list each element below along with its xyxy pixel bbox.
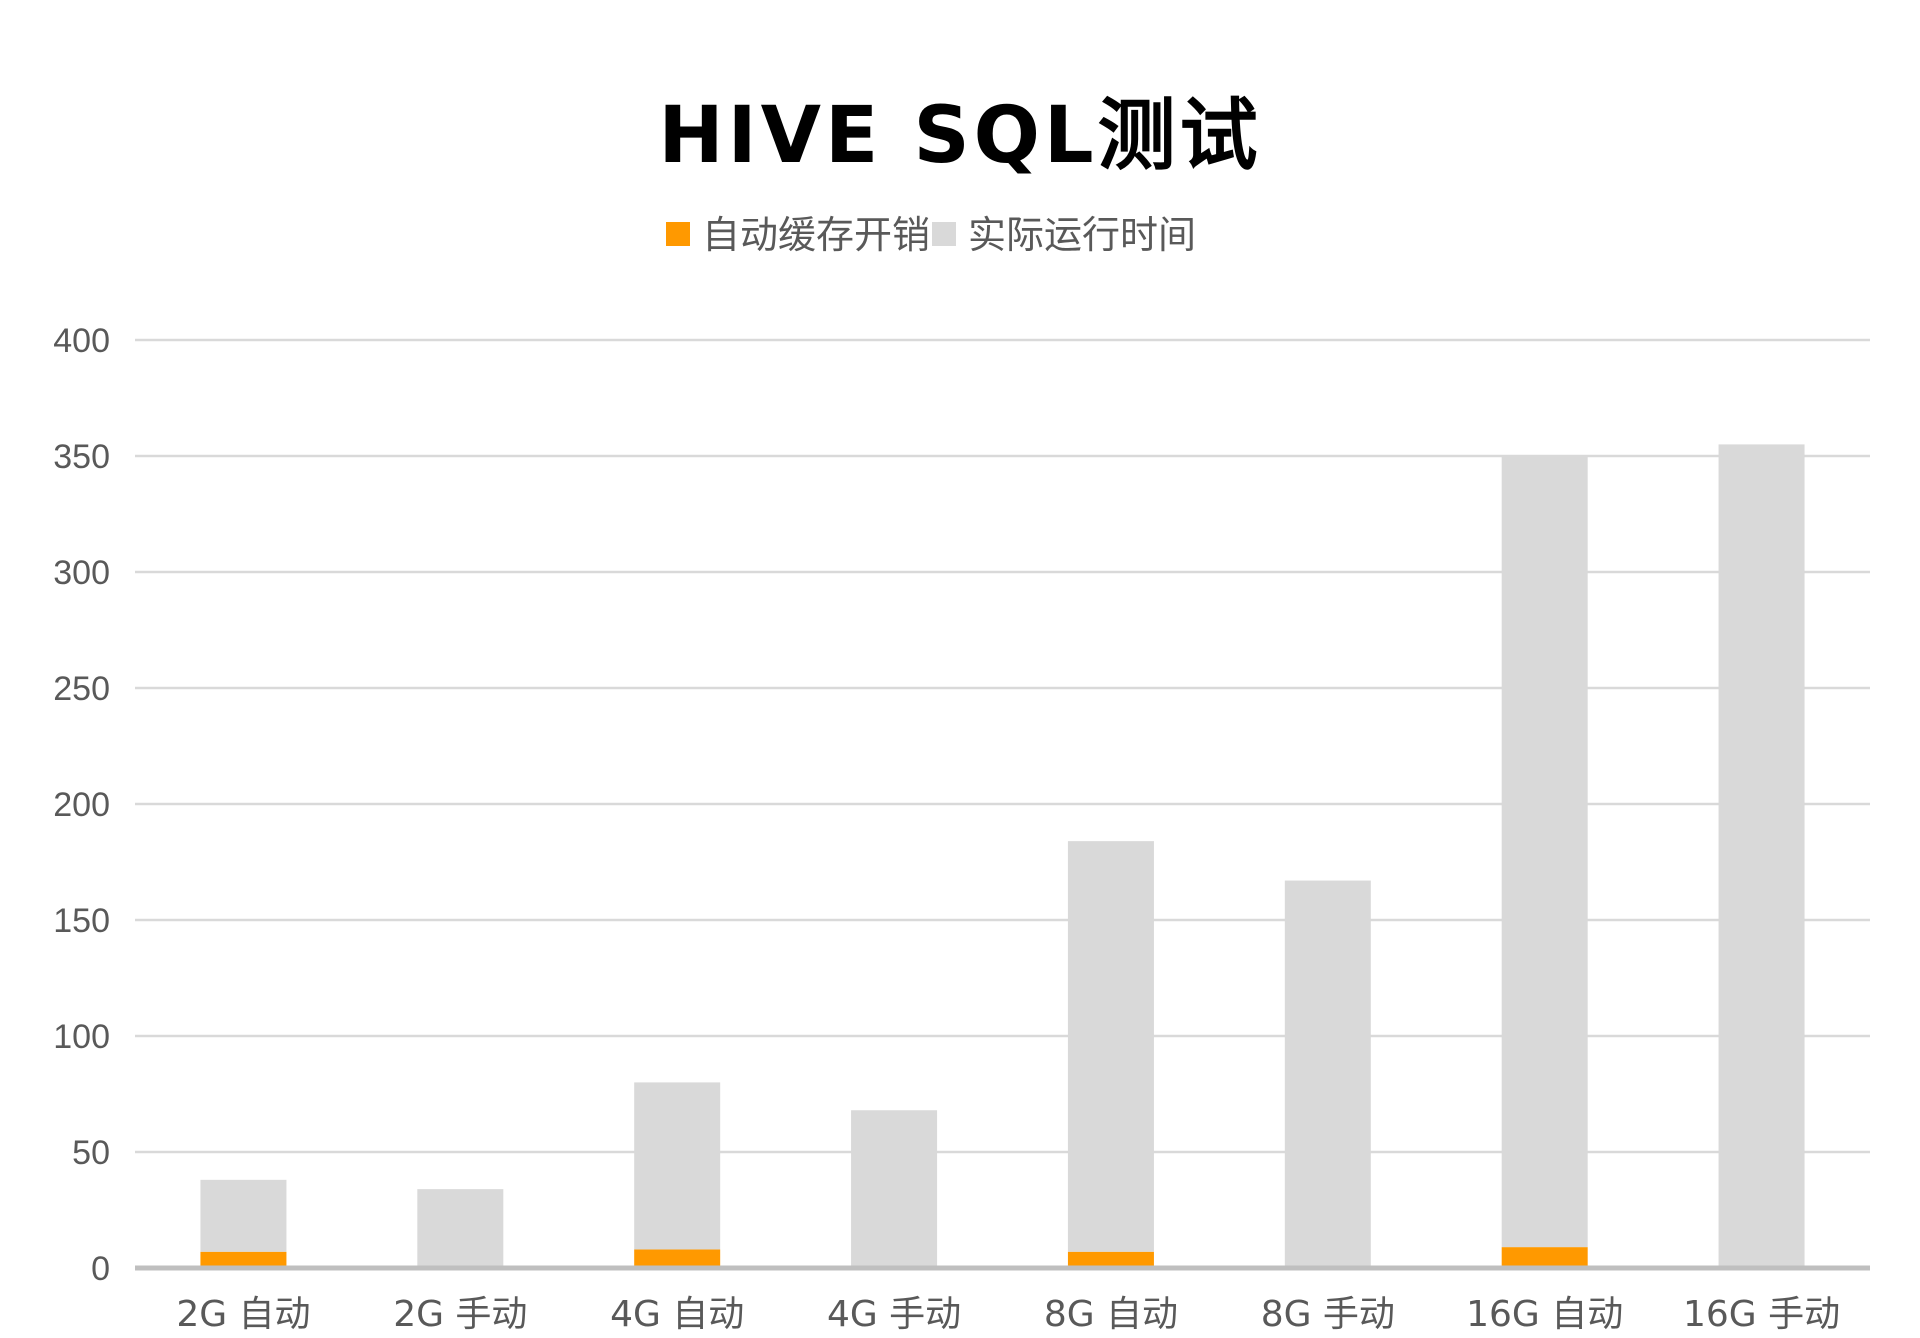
bar-actual-runtime [851,1110,938,1268]
bar-cache-overhead [1501,1247,1588,1268]
y-tick-label: 100 [53,1018,110,1056]
bar-actual-runtime [1718,444,1805,1268]
y-tick-label: 250 [53,670,110,708]
x-tick-label: 4G 自动 [610,1294,744,1335]
gridlines [135,338,1870,1154]
x-tick-label: 2G 自动 [176,1294,310,1335]
legend: 自动缓存开销 实际运行时间 [666,213,1196,257]
bar-cache-overhead [1067,1251,1154,1268]
y-tick-label: 150 [53,902,110,940]
y-tick-label: 0 [91,1250,110,1288]
bars [200,444,1805,1268]
bar-actual-runtime [1067,841,1154,1252]
y-tick-label: 300 [53,554,110,592]
legend-label-actual-runtime: 实际运行时间 [968,213,1196,257]
y-axis-ticks: 0 50 100 150 200 250 300 350 400 [53,322,110,1288]
x-tick-label: 8G 自动 [1044,1294,1178,1335]
bar-actual-runtime [200,1179,287,1252]
x-tick-label: 8G 手动 [1261,1294,1395,1335]
y-tick-label: 350 [53,438,110,476]
bar-cache-overhead [200,1251,287,1268]
x-tick-label: 4G 手动 [827,1294,961,1335]
bar-cache-overhead [634,1249,721,1268]
x-tick-label: 16G 自动 [1466,1294,1623,1335]
x-axis-labels: 2G 自动 2G 手动 4G 自动 4G 手动 8G 自动 8G 手动 16G 自动 16G … [176,1294,1840,1335]
y-tick-label: 200 [53,786,110,824]
legend-swatch-actual-runtime [932,222,956,246]
x-tick-label: 16G 手动 [1683,1294,1840,1335]
bar-actual-runtime [1284,880,1371,1268]
chart-title: HIVE SQL测试 [658,91,1261,181]
legend-swatch-cache-overhead [666,222,690,246]
legend-label-cache-overhead: 自动缓存开销 [702,213,930,257]
bar-actual-runtime [1501,456,1588,1248]
x-tick-label: 2G 手动 [393,1294,527,1335]
y-tick-label: 400 [53,322,110,360]
bar-actual-runtime [417,1189,504,1268]
y-tick-label: 50 [72,1134,110,1172]
bar-actual-runtime [634,1082,721,1250]
